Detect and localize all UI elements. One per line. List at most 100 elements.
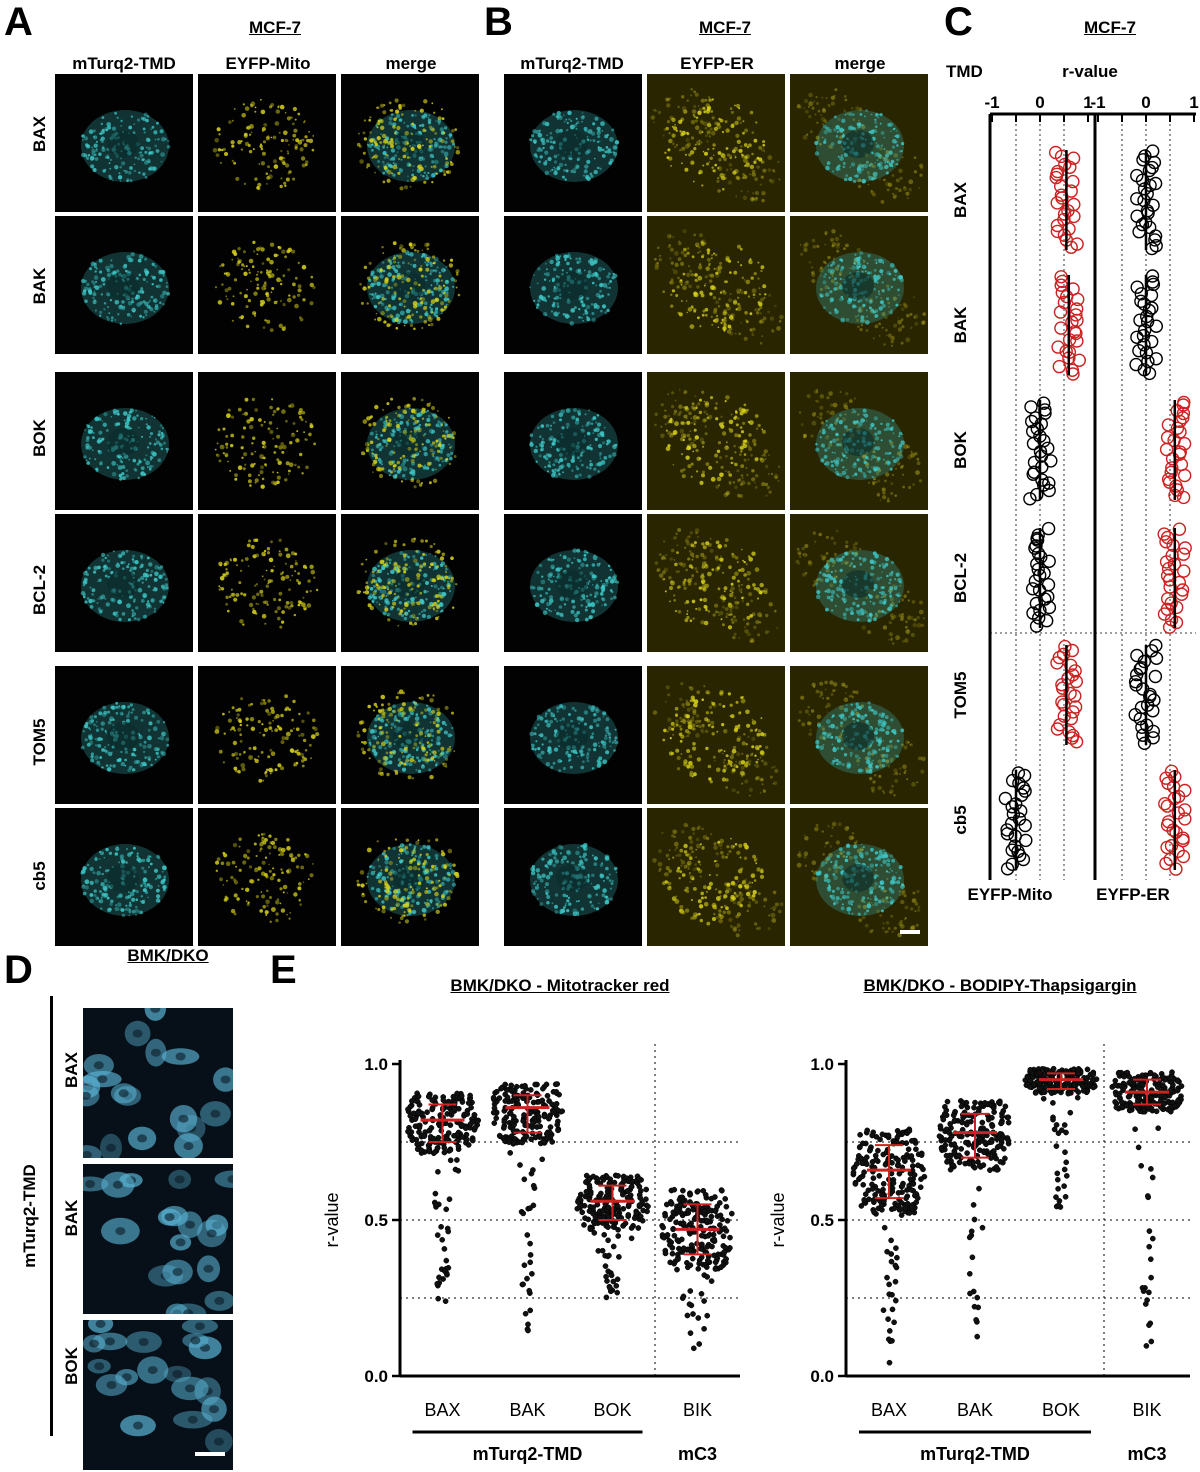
micrograph-b-mturq2-bok (504, 372, 642, 510)
micrograph-b-mturq2-bak (504, 216, 642, 354)
c-point (1049, 170, 1063, 185)
dko-micrograph-bak (83, 1164, 233, 1314)
panel-d-row-bax: BAX (62, 1052, 81, 1088)
c-point (1159, 555, 1174, 569)
row-label-cb5: cb5 (30, 861, 49, 891)
panel-b-col-1: mTurq2-TMD (520, 54, 624, 73)
c-point (1164, 465, 1178, 480)
c-point (1024, 400, 1038, 414)
micrograph-a-mturq2-bcl2 (55, 514, 193, 652)
micrograph-b-mturq2-bax (504, 74, 642, 212)
panel-a-col-2: EYFP-Mito (225, 54, 311, 73)
panel-a-title: MCF-7 (249, 18, 301, 37)
panel-letter-a: A (4, 0, 33, 44)
micrograph-a-mturq2-bax (55, 74, 193, 212)
c-er-tick-neg1: -1 (1090, 93, 1105, 112)
c-point (1070, 334, 1084, 348)
c-point (1148, 233, 1162, 247)
c-point (1177, 564, 1191, 578)
c-point (1041, 521, 1056, 536)
c-row-label-tom5: TOM5 (951, 672, 970, 719)
c-point (1158, 797, 1172, 811)
c-point (1178, 803, 1192, 817)
c-point (1159, 856, 1173, 871)
c-point (1056, 647, 1071, 661)
micrograph-a-merge-tom5 (341, 666, 479, 804)
c-point (1068, 689, 1082, 703)
c-point (1063, 160, 1077, 175)
panel-a-col-1: mTurq2-TMD (72, 54, 176, 73)
c-point (1137, 654, 1152, 669)
micrograph-b-merge-bax (790, 74, 928, 212)
e-xtick-bok: BOK (1042, 1400, 1080, 1420)
micrograph-a-eyfp-mito-bok (198, 372, 336, 510)
e-xtick-bax: BAX (871, 1400, 907, 1420)
c-point (1013, 804, 1028, 818)
c-point (1142, 163, 1157, 178)
c-point (1137, 736, 1152, 750)
c-point (1135, 720, 1149, 734)
e-ytick: 0.5 (364, 1211, 388, 1230)
c-point (1055, 695, 1069, 709)
panel-c-footer-mito: EYFP-Mito (967, 885, 1053, 904)
c-point (1005, 857, 1020, 871)
c-point (1031, 611, 1046, 625)
c-point (1159, 442, 1174, 457)
e-ytick: 0.0 (364, 1367, 388, 1386)
c-point (1067, 209, 1081, 224)
c-row-label-cb5: cb5 (951, 805, 970, 834)
c-point (1130, 648, 1144, 663)
c-point (1176, 490, 1191, 505)
micrograph-b-mturq2-bcl2 (504, 514, 642, 652)
c-point (1042, 554, 1056, 568)
c-point (1029, 619, 1044, 633)
c-mito-tick-0: 0 (1035, 93, 1044, 112)
e-xtick-bak: BAK (957, 1400, 993, 1420)
c-point (1030, 533, 1045, 547)
panel-c-rvalue-label: r-value (1062, 62, 1118, 81)
c-point (1169, 600, 1184, 615)
c-point (1170, 421, 1185, 435)
micrograph-a-eyfp-mito-bak (198, 216, 336, 354)
c-point (1036, 396, 1051, 410)
panel-letter-b: B (484, 0, 513, 44)
micrograph-a-eyfp-mito-cb5 (198, 808, 336, 946)
c-point (1054, 278, 1068, 292)
c-point (1148, 669, 1163, 684)
c-point (1042, 600, 1057, 615)
c-point (1134, 287, 1149, 301)
c-point (1130, 280, 1144, 294)
c-point (1042, 483, 1056, 498)
panel-d-row-bak: BAK (62, 1199, 81, 1237)
e-group-label-2: mC3 (1127, 1444, 1166, 1464)
micrograph-b-merge-bok (790, 372, 928, 510)
micrograph-b-merge-bak (790, 216, 928, 354)
c-point (1029, 596, 1044, 611)
c-point (1053, 305, 1068, 319)
panel-c-axes (988, 112, 1196, 880)
micrograph-a-merge-bok (341, 372, 479, 510)
c-point (1030, 487, 1044, 502)
c-point (1054, 321, 1068, 335)
panel-b-col-2: EYFP-ER (680, 54, 754, 73)
c-row-label-bak: BAK (951, 306, 970, 344)
panel-letter-d: D (4, 948, 33, 992)
c-point (1171, 844, 1185, 858)
c-point (1160, 799, 1175, 813)
panel-d-side-label: mTurq2-TMD (20, 1164, 39, 1268)
c-point (1176, 406, 1191, 421)
micrograph-a-eyfp-mito-bax (198, 74, 336, 212)
c-point (1177, 437, 1192, 451)
panel-letter-e: E (270, 948, 297, 992)
c-point (1051, 340, 1065, 354)
c-point (1149, 352, 1163, 366)
chart-e2-title: BMK/DKO - BODIPY-Thapsigargin (863, 976, 1137, 995)
row-label-bok: BOK (30, 419, 49, 457)
c-point (1142, 366, 1157, 381)
c-point (1172, 522, 1187, 536)
c-point (1000, 862, 1015, 876)
micrograph-b-merge-tom5 (790, 666, 928, 804)
c-point (1050, 656, 1064, 670)
micrograph-b-merge-cb5 (790, 808, 928, 946)
c-point (1066, 367, 1080, 381)
